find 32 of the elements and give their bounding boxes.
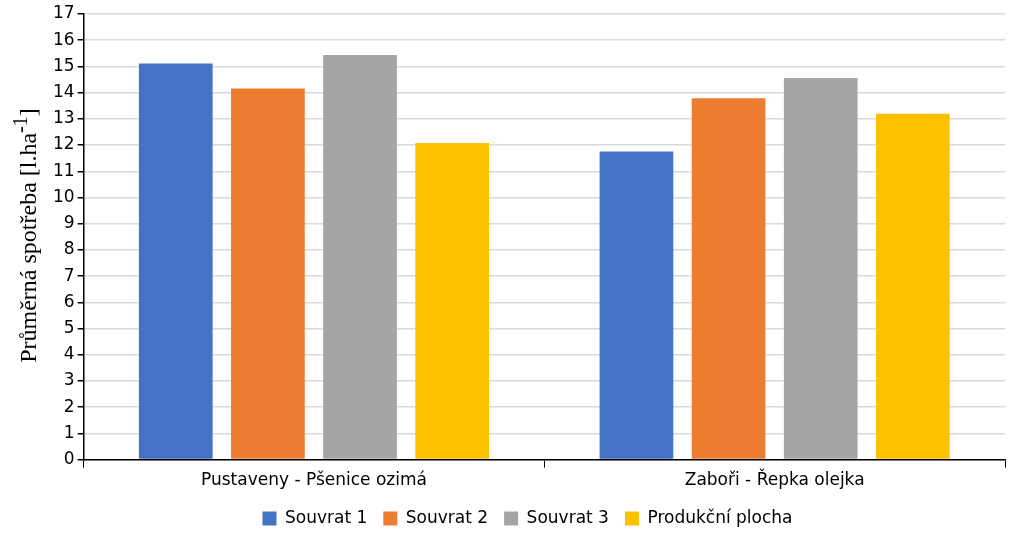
y-tick-label: 15 — [52, 54, 75, 75]
x-tick-label: Zaboři - Řepka olejka — [684, 468, 865, 490]
bar — [599, 151, 674, 459]
y-tick-label: 12 — [52, 133, 75, 154]
y-tick-label: 10 — [52, 185, 75, 206]
y-tick-label: 17 — [52, 2, 75, 23]
bar — [323, 54, 397, 459]
legend-label: Souvrat 3 — [526, 506, 609, 527]
y-tick-label: 2 — [63, 395, 75, 416]
y-tick-label: 7 — [63, 264, 75, 285]
legend-label: Souvrat 1 — [284, 506, 368, 527]
bar — [138, 63, 213, 459]
y-tick-label: 8 — [63, 238, 75, 259]
y-tick-label: 16 — [52, 28, 75, 49]
bar — [691, 98, 766, 459]
bar — [783, 77, 858, 459]
y-tick-label: 0 — [63, 448, 75, 469]
y-tick-label: 4 — [63, 343, 75, 364]
bar — [876, 113, 950, 459]
y-tick-label: 1 — [63, 421, 75, 442]
bar — [415, 142, 490, 459]
y-tick-label: 6 — [63, 290, 75, 311]
y-tick-label: 3 — [63, 369, 75, 390]
y-tick-label: 13 — [52, 107, 75, 128]
x-tick-label: Pustaveny - Pšenice ozimá — [200, 469, 427, 490]
bar — [231, 88, 305, 459]
y-tick-label: 11 — [52, 159, 75, 180]
y-tick-label: 5 — [63, 316, 75, 337]
legend-label: Souvrat 2 — [405, 506, 489, 527]
legend-label: Produkční plocha — [647, 506, 793, 527]
y-tick-label: 9 — [63, 212, 75, 233]
y-tick-label: 14 — [52, 81, 75, 102]
